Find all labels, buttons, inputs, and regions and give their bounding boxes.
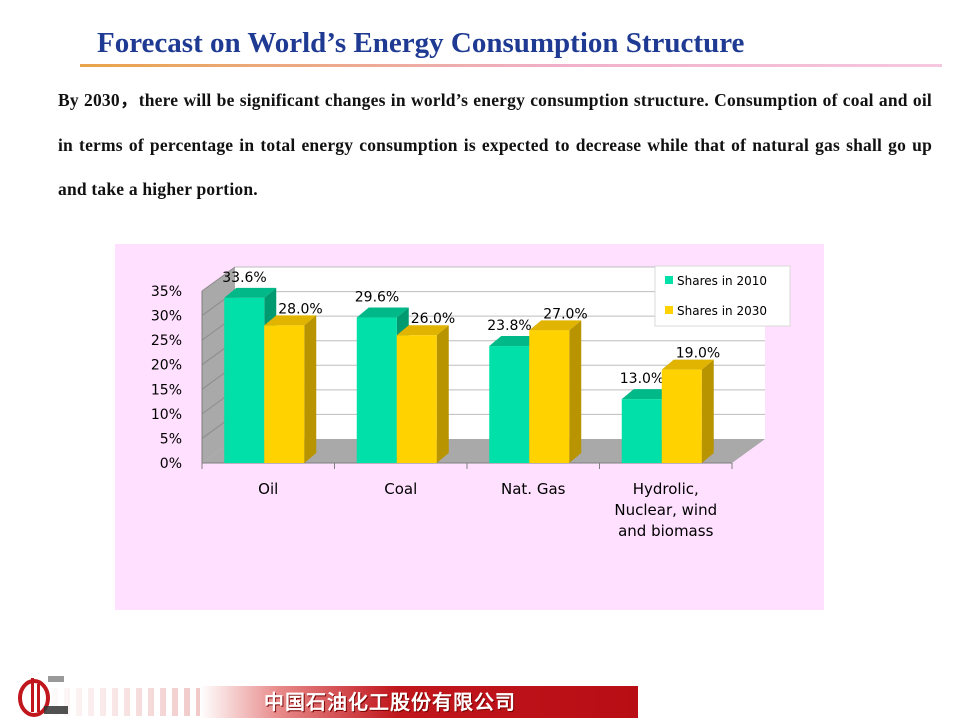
data-label: 26.0%: [411, 311, 455, 327]
bar-side-2: [701, 359, 714, 463]
data-label: 13.0%: [620, 371, 664, 387]
page-title: Forecast on World’s Energy Consumption S…: [97, 27, 745, 59]
legend-label: Shares in 2010: [677, 274, 767, 288]
legend-swatch: [665, 306, 673, 314]
legend-label: Shares in 2030: [677, 304, 767, 318]
bar-series-2: [396, 335, 437, 463]
sinopec-logo-icon: [18, 676, 68, 717]
bar-side-2: [436, 325, 449, 463]
gridline-side: [201, 266, 236, 292]
y-tick-label: 0%: [160, 456, 182, 472]
x-tick-label: Nuclear, wind: [614, 501, 717, 519]
bar-top-1: [356, 307, 409, 318]
y-tick-label: 5%: [160, 431, 182, 447]
intro-paragraph: By 2030，there will be significant change…: [58, 90, 932, 199]
x-tick-label: Coal: [384, 480, 417, 498]
bar-series-1: [621, 399, 662, 463]
bar-series-1: [356, 317, 397, 463]
y-tick-label: 35%: [151, 284, 182, 300]
legend-box: [654, 265, 791, 327]
bar-top-1: [489, 336, 542, 347]
bar-series-2: [529, 330, 570, 463]
data-label: 27.0%: [543, 306, 587, 322]
x-tick-label: and biomass: [618, 522, 713, 540]
data-label: 33.6%: [222, 270, 266, 286]
x-tick-label: Nat. Gas: [501, 480, 566, 498]
footer-company-name: 中国石油化工股份有限公司: [264, 690, 516, 714]
bar-side-2: [569, 320, 582, 463]
data-label: 28.0%: [278, 301, 322, 317]
bar-top-1: [621, 389, 674, 400]
bar-series-2: [264, 325, 305, 463]
data-label: 23.8%: [487, 318, 531, 334]
footer-bar: [200, 686, 638, 718]
legend-swatch: [665, 276, 673, 284]
y-tick-label: 25%: [151, 333, 182, 349]
energy-share-chart: 0% 5% 10% 15% 20% 25% 30% 35% 33.6% 28.0% Oil 29.6%…: [151, 265, 791, 540]
bar-top-2: [661, 359, 714, 370]
title-underline: [80, 64, 942, 67]
bar-top-2: [264, 315, 317, 326]
y-tick-label: 20%: [151, 358, 182, 374]
data-label: 19.0%: [676, 346, 720, 362]
bar-top-2: [529, 320, 582, 331]
y-tick-label: 10%: [151, 407, 182, 423]
data-label: 29.6%: [355, 290, 399, 306]
x-tick-label: Hydrolic,: [633, 480, 699, 498]
bar-top-2: [396, 325, 449, 336]
y-tick-label: 30%: [151, 309, 182, 325]
bar-series-2: [661, 369, 702, 463]
bar-top-1: [224, 287, 277, 298]
chart-panel: 0% 5% 10% 15% 20% 25% 30% 35% 33.6% 28.0% Oil 29.6%…: [115, 244, 824, 610]
y-tick-label: 15%: [151, 382, 182, 398]
bar-series-1: [489, 346, 530, 463]
bar-series-1: [224, 297, 265, 463]
x-tick-label: Oil: [258, 480, 278, 498]
bar-side-2: [304, 315, 317, 463]
